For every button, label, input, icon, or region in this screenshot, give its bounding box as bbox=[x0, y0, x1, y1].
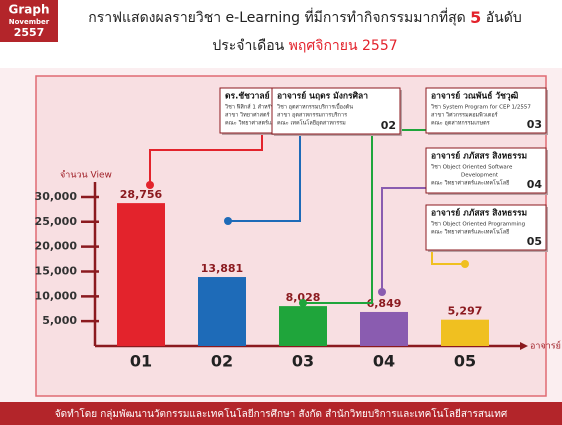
callout-number: 04 bbox=[527, 178, 543, 191]
value-label: 28,756 bbox=[120, 188, 163, 201]
value-label: 13,881 bbox=[201, 262, 243, 275]
title-part: กราฟแสดงผลรายวิชา e-Learning ที่มีการทำก… bbox=[88, 8, 465, 26]
y-tick-label: 15,000 bbox=[35, 264, 78, 277]
callout-line: สาขา วิศวกรรมคอมพิวเตอร์ bbox=[431, 112, 498, 119]
chart-title: กราฟแสดงผลรายวิชา e-Learning ที่มีการทำก… bbox=[88, 8, 521, 27]
connector-dot bbox=[224, 217, 232, 225]
x-tick-label: 02 bbox=[211, 352, 233, 371]
callout-box bbox=[425, 204, 547, 251]
callout-line: วิชา อุตสาหกรรมบริการเบื้องต้น bbox=[276, 103, 353, 111]
badge bbox=[0, 0, 58, 42]
connector-dot bbox=[378, 288, 386, 296]
footer bbox=[0, 402, 562, 425]
callout-line: วิชา Object Oriented Software bbox=[430, 164, 513, 171]
title-part: 5 bbox=[470, 8, 481, 27]
x-axis-arrow bbox=[520, 342, 528, 350]
plot: จำนวน View อาจารย์ 5,000 10,000 15,000 20,000… bbox=[35, 170, 561, 371]
callout-box bbox=[425, 147, 547, 194]
value-label: 5,297 bbox=[448, 305, 483, 318]
header bbox=[0, 0, 562, 68]
callout-line: Development bbox=[461, 173, 499, 179]
footer-text: จัดทำโดย กลุ่มพัฒนานวัตกรรมและเทคโนโลยีก… bbox=[55, 407, 508, 420]
bar bbox=[360, 311, 408, 346]
y-tick-label: 30,000 bbox=[35, 190, 78, 203]
x-axis-label: อาจารย์ bbox=[530, 340, 561, 352]
badge-text: Graph bbox=[9, 3, 50, 17]
connector-dot bbox=[146, 181, 154, 189]
callout-line: วิชา Object Oriented Programming bbox=[430, 221, 525, 228]
connector-dot bbox=[461, 260, 469, 268]
callout-line: สาขา วิทยาศาสตร์ bbox=[225, 112, 270, 119]
y-tick-label: 20,000 bbox=[35, 240, 78, 253]
title-part: อันดับ bbox=[486, 10, 522, 26]
bar bbox=[279, 306, 327, 346]
value-label: 8,028 bbox=[286, 291, 321, 304]
callout-name: อาจารย์ นฤดร มังกรศิลา bbox=[277, 91, 368, 102]
badge-text: November bbox=[9, 18, 50, 26]
connector-dot bbox=[299, 299, 307, 307]
callout-name: อาจารย์ ภภัสสร สิงหธรรม bbox=[431, 208, 527, 219]
callout-name: อาจารย์ ภภัสสร สิงหธรรม bbox=[431, 151, 527, 162]
callout-box bbox=[271, 87, 401, 135]
value-label: 6,849 bbox=[367, 297, 402, 310]
bar bbox=[441, 319, 489, 346]
callout-box bbox=[425, 87, 547, 134]
y-tick-label: 25,000 bbox=[35, 215, 78, 228]
chart-subtitle: ประจำเดือน พฤศจิกายน 2557 bbox=[212, 38, 397, 54]
callout-name: ดร.ชัชวาลย์ ศรีภักดี bbox=[225, 91, 299, 102]
y-tick-label: 10,000 bbox=[35, 289, 78, 302]
callout-line: สาขา อุตสาหกรรมการบริการ bbox=[277, 112, 347, 119]
callout-line: คณะ วิทยาศาสตร์และเทคโนโลยี bbox=[431, 228, 509, 236]
callout-number: 03 bbox=[527, 118, 542, 131]
callout-number: 05 bbox=[527, 235, 542, 248]
x-tick-label: 05 bbox=[454, 352, 476, 371]
callout-line: คณะ วิทยาศาสตร์และเทคโนโลยี bbox=[431, 179, 509, 187]
x-tick-label: 01 bbox=[130, 352, 152, 371]
bar bbox=[198, 277, 246, 346]
callout-number: 02 bbox=[381, 119, 396, 132]
subtitle-part: ประจำเดือน bbox=[212, 38, 284, 54]
x-tick-label: 04 bbox=[373, 352, 395, 371]
badge-text: 2557 bbox=[14, 26, 45, 39]
connector bbox=[149, 132, 263, 185]
callout-line: คณะ วิทยาศาสตร์และเทคโนโลยี bbox=[225, 119, 303, 127]
subtitle-part: พฤศจิกายน 2557 bbox=[289, 38, 398, 54]
y-axis-label: จำนวน View bbox=[60, 170, 112, 181]
callout-line: วิชา ฟิสิกส์ 1 สำหรับวิศวกร bbox=[224, 104, 290, 111]
callouts: ดร.ชัชวาลย์ ศรีภักดีวิชา ฟิสิกส์ 1 สำหรั… bbox=[219, 87, 548, 252]
callout-line: คณะ อุตสาหกรรมเกษตร bbox=[431, 120, 490, 127]
callout-line: คณะ เทคโนโลยีอุตสาหกรรม bbox=[277, 119, 346, 127]
y-tick-label: 5,000 bbox=[42, 314, 77, 327]
bar bbox=[117, 203, 165, 346]
x-tick-label: 03 bbox=[292, 352, 314, 371]
callout-name: อาจารย์ วณพันธ์ วัชวุฒิ bbox=[431, 91, 519, 102]
connector bbox=[381, 187, 426, 292]
connector bbox=[228, 134, 301, 222]
callout-line: วิชา System Program for CEP 1/2557 bbox=[430, 104, 531, 111]
